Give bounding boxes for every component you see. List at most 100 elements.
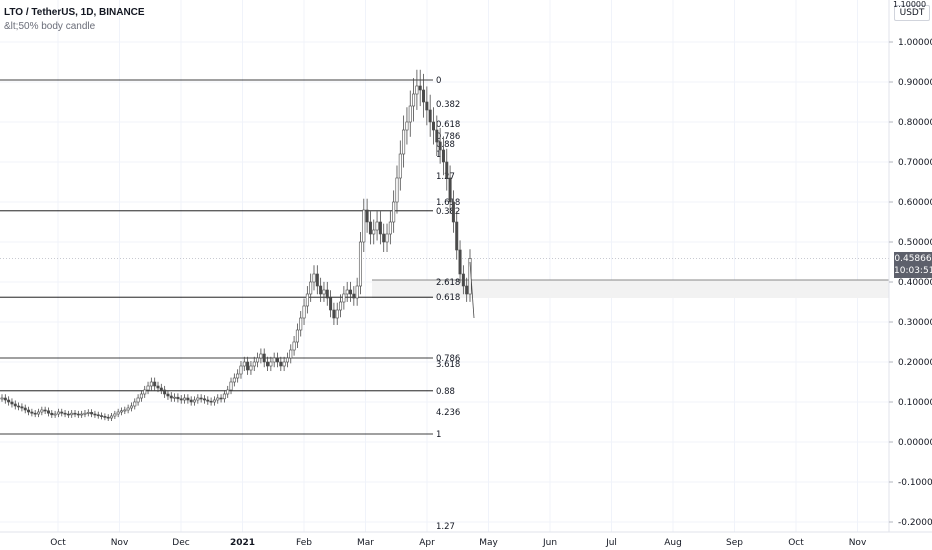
candle-body xyxy=(86,412,90,414)
candle-body xyxy=(90,412,94,415)
candle-body xyxy=(332,309,336,319)
price-tick-label: 0.20000 xyxy=(898,358,932,368)
candle-body xyxy=(322,289,326,295)
candle-body xyxy=(461,273,465,287)
candle-body xyxy=(169,395,173,399)
candle-body xyxy=(425,101,429,111)
candle-body xyxy=(269,361,273,367)
time-tick-label: Jun xyxy=(542,538,557,548)
top-price-label: 1.10000 xyxy=(893,0,927,9)
time-tick-label: Nov xyxy=(111,538,129,548)
candle-body xyxy=(56,411,60,415)
price-tick-label: -0.10000 xyxy=(898,478,932,488)
fib-level-label: 1 xyxy=(436,430,441,440)
candle-body xyxy=(352,293,356,299)
price-axis[interactable]: 1.00000 0.90000 0.80000 0.70000 0.60000 0.500… xyxy=(889,38,932,528)
time-tick-label: 2021 xyxy=(230,538,255,548)
time-axis[interactable]: Oct Nov Dec 2021 Feb Mar Apr May Jun Jul Aug Sep Oct… xyxy=(50,538,867,548)
candle-body xyxy=(458,249,462,275)
candle-body xyxy=(249,365,253,371)
candle-body xyxy=(80,413,84,416)
candle-body xyxy=(209,400,213,403)
candle-body xyxy=(259,353,263,359)
indicator-label[interactable]: &lt;50% body candle xyxy=(4,21,96,32)
candle-body xyxy=(349,289,353,295)
candle-body xyxy=(93,413,97,416)
candle-body xyxy=(279,361,283,367)
candle-body xyxy=(229,381,233,391)
time-tick-label: Jul xyxy=(605,538,617,548)
candle-body xyxy=(422,89,426,103)
current-price-badge: 0.45866 10:03:51 xyxy=(894,251,932,278)
candle-body xyxy=(428,109,432,123)
candle-body xyxy=(179,398,183,401)
candle-body xyxy=(325,289,329,299)
candle-body xyxy=(345,289,349,295)
candle-body xyxy=(63,412,67,415)
candle-body xyxy=(126,407,130,411)
price-tick-label: 0.50000 xyxy=(898,238,932,248)
candle-body xyxy=(83,412,87,415)
candle-body xyxy=(418,85,422,91)
candle-body xyxy=(53,413,57,416)
currency-button[interactable]: USDT xyxy=(894,5,930,21)
candle-body xyxy=(392,201,396,223)
price-tick-label: -0.20000 xyxy=(898,518,932,528)
candle-body xyxy=(173,396,177,399)
candle-body xyxy=(106,416,110,419)
fibonacci-levels[interactable]: 00.3820.6180.7860.8811.271.6180.3822.618… xyxy=(0,76,889,532)
candle-body xyxy=(7,399,11,403)
fib-level-label: 0 xyxy=(436,76,441,86)
candle-body xyxy=(149,381,153,387)
fib-level-label: 0.88 xyxy=(436,387,455,397)
candle-body xyxy=(388,221,392,235)
candle-body xyxy=(123,409,127,412)
time-tick-label: Feb xyxy=(296,538,312,548)
candle-body xyxy=(183,397,187,401)
candle-body xyxy=(262,353,266,363)
candle-body xyxy=(206,399,210,402)
candlestick-series xyxy=(0,69,475,421)
candle-body xyxy=(408,105,412,123)
candle-body xyxy=(30,411,34,414)
price-tick-label: 0.30000 xyxy=(898,318,932,328)
candle-body xyxy=(339,301,343,311)
candle-body xyxy=(305,293,309,307)
candle-body xyxy=(441,149,445,163)
candle-body xyxy=(23,407,27,411)
candle-body xyxy=(139,393,143,399)
fib-level-label: 0.382 xyxy=(436,207,460,217)
bar-countdown: 10:03:51 xyxy=(894,265,932,276)
candle-body xyxy=(431,121,435,131)
candle-body xyxy=(455,221,459,251)
candle-body xyxy=(435,129,439,143)
candle-body xyxy=(66,413,70,416)
price-tick-label: 0.00000 xyxy=(898,438,932,448)
fib-level-label: 4.236 xyxy=(436,408,460,418)
candle-body xyxy=(275,357,279,363)
candle-body xyxy=(10,401,14,405)
candle-body xyxy=(236,373,240,379)
candle-body xyxy=(153,381,157,387)
candle-body xyxy=(232,377,236,383)
candle-body xyxy=(382,233,386,243)
candle-body xyxy=(202,398,206,401)
candle-body xyxy=(402,129,406,155)
fib-level-label: 0.618 xyxy=(436,293,460,303)
candle-body xyxy=(136,397,140,403)
time-tick-label: Oct xyxy=(50,538,66,548)
candle-body xyxy=(40,409,44,413)
candle-body xyxy=(116,411,120,415)
price-tick-label: 0.60000 xyxy=(898,198,932,208)
candle-body xyxy=(129,405,133,409)
candle-body xyxy=(46,410,50,414)
time-tick-label: Mar xyxy=(357,538,374,548)
fib-level-label: 1.618 xyxy=(436,198,460,208)
fib-level-label: 2.618 xyxy=(436,278,460,288)
candle-body xyxy=(3,397,7,401)
candle-body xyxy=(395,177,399,203)
candle-body xyxy=(27,409,31,413)
candle-body xyxy=(222,393,226,400)
symbol-title[interactable]: LTO / TetherUS, 1D, BINANCE xyxy=(4,7,145,18)
